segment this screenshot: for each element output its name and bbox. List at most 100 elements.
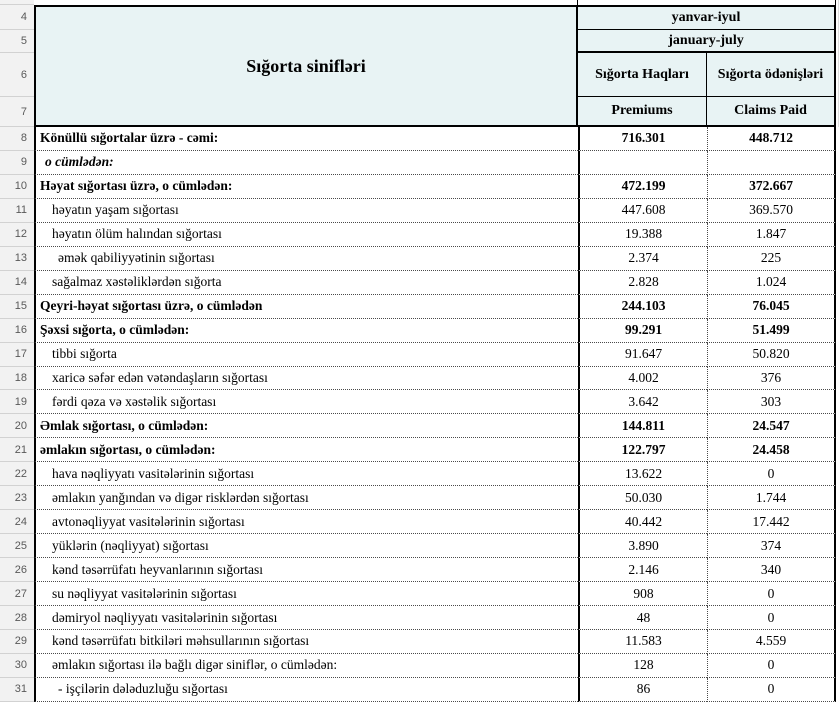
row-number[interactable]: 17 xyxy=(0,343,34,367)
claims-value-cell[interactable]: 376 xyxy=(707,366,836,391)
premiums-value-cell[interactable]: 144.811 xyxy=(578,414,707,439)
premiums-value-cell[interactable]: 447.608 xyxy=(578,198,707,223)
claims-value-cell[interactable]: 0 xyxy=(707,653,836,678)
premiums-value-cell[interactable]: 86 xyxy=(578,677,707,702)
premiums-value-cell[interactable]: 128 xyxy=(578,653,707,678)
claims-value-cell[interactable]: 225 xyxy=(707,246,836,271)
claims-value-cell[interactable]: 76.045 xyxy=(707,294,836,319)
row-number[interactable]: 6 xyxy=(0,53,34,97)
row-number[interactable]: 15 xyxy=(0,295,34,319)
row-number[interactable]: 13 xyxy=(0,247,34,271)
claims-value-cell[interactable]: 1.847 xyxy=(707,222,836,247)
class-label-cell[interactable]: hava nəqliyyatı vasitələrinin sığortası xyxy=(34,462,578,487)
class-label-cell[interactable]: Qeyri-həyat sığortası üzrə, o cümlədən xyxy=(34,294,578,319)
premiums-value-cell[interactable] xyxy=(578,150,707,175)
row-number[interactable]: 21 xyxy=(0,438,34,463)
row-number[interactable]: 24 xyxy=(0,510,34,535)
claims-value-cell[interactable]: 0 xyxy=(707,462,836,487)
premiums-value-cell[interactable]: 99.291 xyxy=(578,318,707,343)
class-label-cell[interactable]: kənd təsərrüfatı heyvanlarının sığortası xyxy=(34,558,578,583)
header-period-az-cell[interactable]: yanvar-iyul xyxy=(578,5,836,30)
premiums-value-cell[interactable]: 2.146 xyxy=(578,558,707,583)
row-number[interactable]: 22 xyxy=(0,462,34,487)
header-premiums-en-cell[interactable]: Premiums xyxy=(578,97,707,127)
class-label-cell[interactable]: əmlakın sığortası ilə bağlı digər sinifl… xyxy=(34,653,578,678)
class-label-cell[interactable]: yüklərin (nəqliyyat) sığortası xyxy=(34,534,578,559)
class-label-cell[interactable]: əmlakın yanğından və digər risklərdən sı… xyxy=(34,486,578,511)
premiums-value-cell[interactable]: 2.374 xyxy=(578,246,707,271)
row-number[interactable]: 14 xyxy=(0,271,34,295)
claims-value-cell[interactable]: 0 xyxy=(707,677,836,702)
header-premiums-az-cell[interactable]: Sığorta Haqları xyxy=(578,53,707,97)
premiums-value-cell[interactable]: 244.103 xyxy=(578,294,707,319)
premiums-value-cell[interactable]: 716.301 xyxy=(578,127,707,151)
claims-value-cell[interactable]: 4.559 xyxy=(707,630,836,654)
claims-value-cell[interactable]: 303 xyxy=(707,390,836,415)
row-number[interactable]: 4 xyxy=(0,5,34,30)
premiums-value-cell[interactable]: 908 xyxy=(578,582,707,607)
row-number[interactable]: 25 xyxy=(0,534,34,559)
claims-value-cell[interactable]: 24.547 xyxy=(707,414,836,439)
class-label-cell[interactable]: Həyat sığortası üzrə, o cümlədən: xyxy=(34,174,578,199)
class-label-cell[interactable]: avtonəqliyyat vasitələrinin sığortası xyxy=(34,510,578,535)
premiums-value-cell[interactable]: 40.442 xyxy=(578,510,707,535)
header-classes-cell[interactable]: Sığorta sinifləri xyxy=(34,5,578,127)
class-label-cell[interactable]: xaricə səfər edən vətəndaşların sığortas… xyxy=(34,366,578,391)
class-label-cell[interactable]: əmək qabiliyyətinin sığortası xyxy=(34,246,578,271)
claims-value-cell[interactable]: 51.499 xyxy=(707,318,836,343)
class-label-cell[interactable]: Könüllü sığortalar üzrə - cəmi: xyxy=(34,127,578,151)
claims-value-cell[interactable]: 0 xyxy=(707,582,836,607)
row-number[interactable]: 19 xyxy=(0,390,34,415)
row-number[interactable]: 18 xyxy=(0,367,34,391)
row-number[interactable]: 7 xyxy=(0,97,34,127)
class-label-cell[interactable]: Əmlak sığortası, o cümlədən: xyxy=(34,414,578,439)
class-label-cell[interactable]: - işçilərin dələduzluğu sığortası xyxy=(34,677,578,702)
header-period-en-cell[interactable]: january-july xyxy=(578,30,836,53)
claims-value-cell[interactable] xyxy=(707,150,836,175)
row-number[interactable]: 5 xyxy=(0,30,34,53)
class-label-cell[interactable]: su nəqliyyat vasitələrinin sığortası xyxy=(34,582,578,607)
claims-value-cell[interactable]: 369.570 xyxy=(707,198,836,223)
claims-value-cell[interactable]: 372.667 xyxy=(707,174,836,199)
class-label-cell[interactable]: tibbi sığorta xyxy=(34,342,578,367)
row-number[interactable]: 12 xyxy=(0,223,34,247)
claims-value-cell[interactable]: 0 xyxy=(707,606,836,631)
row-number[interactable]: 23 xyxy=(0,486,34,511)
premiums-value-cell[interactable]: 472.199 xyxy=(578,174,707,199)
premiums-value-cell[interactable]: 91.647 xyxy=(578,342,707,367)
header-claims-az-cell[interactable]: Sığorta ödənişləri xyxy=(707,53,836,97)
class-label-cell[interactable]: fərdi qəza və xəstəlik sığortası xyxy=(34,390,578,415)
claims-value-cell[interactable]: 17.442 xyxy=(707,510,836,535)
premiums-value-cell[interactable]: 11.583 xyxy=(578,630,707,654)
row-number[interactable]: 20 xyxy=(0,414,34,439)
row-number[interactable]: 8 xyxy=(0,127,34,151)
premiums-value-cell[interactable]: 4.002 xyxy=(578,366,707,391)
row-number[interactable]: 16 xyxy=(0,319,34,343)
row-number[interactable]: 9 xyxy=(0,151,34,175)
claims-value-cell[interactable]: 1.744 xyxy=(707,486,836,511)
claims-value-cell[interactable]: 340 xyxy=(707,558,836,583)
premiums-value-cell[interactable]: 3.890 xyxy=(578,534,707,559)
class-label-cell[interactable]: əmlakın sığortası, o cümlədən: xyxy=(34,438,578,463)
row-number[interactable]: 28 xyxy=(0,606,34,631)
claims-value-cell[interactable]: 50.820 xyxy=(707,342,836,367)
claims-value-cell[interactable]: 448.712 xyxy=(707,127,836,151)
class-label-cell[interactable]: həyatın yaşam sığortası xyxy=(34,198,578,223)
class-label-cell[interactable]: həyatın ölüm halından sığortası xyxy=(34,222,578,247)
premiums-value-cell[interactable]: 122.797 xyxy=(578,438,707,463)
row-number[interactable]: 11 xyxy=(0,199,34,223)
premiums-value-cell[interactable]: 48 xyxy=(578,606,707,631)
premiums-value-cell[interactable]: 3.642 xyxy=(578,390,707,415)
class-label-cell[interactable]: o cümlədən: xyxy=(34,150,578,175)
row-number[interactable]: 30 xyxy=(0,654,34,678)
premiums-value-cell[interactable]: 50.030 xyxy=(578,486,707,511)
class-label-cell[interactable]: kənd təsərrüfatı bitkiləri məhsullarının… xyxy=(34,630,578,654)
row-number[interactable]: 29 xyxy=(0,630,34,654)
row-number[interactable]: 26 xyxy=(0,558,34,583)
class-label-cell[interactable]: sağalmaz xəstəliklərdən sığorta xyxy=(34,270,578,295)
class-label-cell[interactable]: dəmiryol nəqliyyatı vasitələrinin sığort… xyxy=(34,606,578,631)
premiums-value-cell[interactable]: 19.388 xyxy=(578,222,707,247)
row-number[interactable]: 10 xyxy=(0,175,34,199)
claims-value-cell[interactable]: 374 xyxy=(707,534,836,559)
class-label-cell[interactable]: Şəxsi sığorta, o cümlədən: xyxy=(34,318,578,343)
